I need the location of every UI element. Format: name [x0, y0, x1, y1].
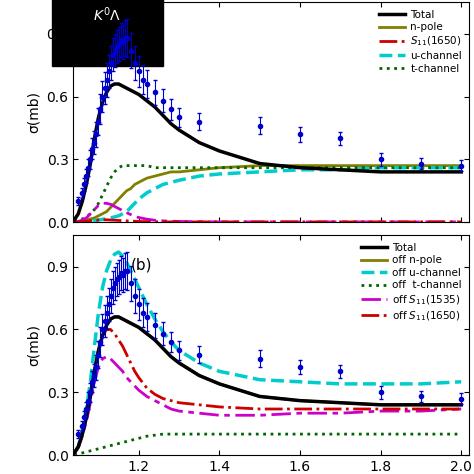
- Text: (a): (a): [131, 24, 152, 39]
- Legend: Total, n-pole, $S_{11}$(1650), u-channel, t-channel: Total, n-pole, $S_{11}$(1650), u-channel…: [377, 8, 464, 76]
- Legend: Total, off n-pole, off u-channel, off  t-channel, off $S_{11}$(1535), off $S_{11: Total, off n-pole, off u-channel, off t-…: [359, 240, 464, 325]
- Text: $K^0\Lambda$: $K^0\Lambda$: [93, 6, 121, 24]
- Y-axis label: σ(mb): σ(mb): [27, 91, 41, 133]
- Text: (b): (b): [131, 257, 152, 272]
- Y-axis label: σ(mb): σ(mb): [27, 324, 41, 366]
